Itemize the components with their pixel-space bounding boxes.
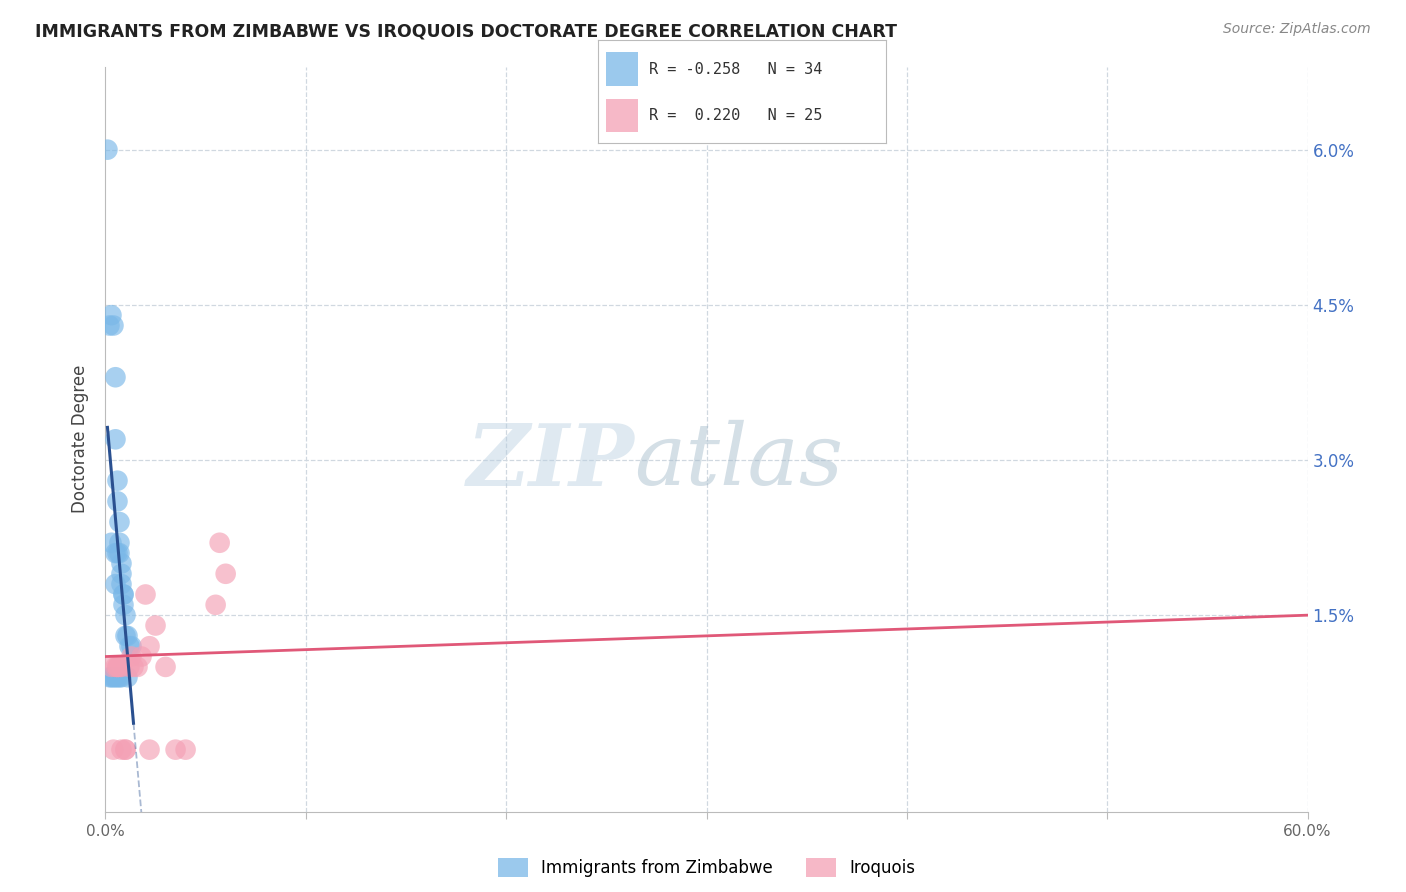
Point xyxy=(107,670,129,684)
Point xyxy=(108,515,131,529)
Point xyxy=(104,433,127,447)
Text: R =  0.220   N = 25: R = 0.220 N = 25 xyxy=(650,108,823,123)
Point xyxy=(112,598,135,612)
Point xyxy=(107,546,129,560)
Point xyxy=(104,670,127,684)
Text: R = -0.258   N = 34: R = -0.258 N = 34 xyxy=(650,62,823,77)
Point xyxy=(214,566,236,581)
Point xyxy=(104,546,127,560)
Point xyxy=(107,474,129,488)
Point xyxy=(131,649,153,664)
Point xyxy=(108,535,131,549)
Point xyxy=(107,660,129,674)
Point xyxy=(114,742,136,756)
Point xyxy=(204,598,226,612)
Point xyxy=(110,577,132,591)
Point xyxy=(98,318,121,333)
Point xyxy=(121,639,143,653)
Bar xyxy=(606,99,638,132)
Point xyxy=(121,649,143,664)
Point xyxy=(208,535,231,549)
Point xyxy=(107,494,129,508)
Point xyxy=(104,660,127,674)
Point xyxy=(110,566,132,581)
Point xyxy=(155,660,177,674)
Point xyxy=(108,546,131,560)
Point xyxy=(122,660,145,674)
Point xyxy=(107,660,129,674)
Point xyxy=(165,742,187,756)
Point xyxy=(100,660,122,674)
Y-axis label: Doctorate Degree: Doctorate Degree xyxy=(72,365,90,514)
Point xyxy=(174,742,197,756)
Point xyxy=(138,639,160,653)
Point xyxy=(110,742,132,756)
Bar xyxy=(606,53,638,87)
Point xyxy=(100,670,122,684)
Point xyxy=(114,742,136,756)
Point xyxy=(100,535,122,549)
Point xyxy=(117,629,139,643)
Point xyxy=(117,670,139,684)
Point xyxy=(103,670,125,684)
Point xyxy=(110,557,132,571)
Point xyxy=(96,143,118,157)
Point xyxy=(108,670,131,684)
Legend: Immigrants from Zimbabwe, Iroquois: Immigrants from Zimbabwe, Iroquois xyxy=(489,849,924,886)
Point xyxy=(110,660,132,674)
Point xyxy=(114,608,136,623)
Point xyxy=(135,587,157,601)
Point xyxy=(114,629,136,643)
Point xyxy=(145,618,167,632)
Point xyxy=(98,670,121,684)
Text: IMMIGRANTS FROM ZIMBABWE VS IROQUOIS DOCTORATE DEGREE CORRELATION CHART: IMMIGRANTS FROM ZIMBABWE VS IROQUOIS DOC… xyxy=(35,22,897,40)
Point xyxy=(103,742,125,756)
Text: ZIP: ZIP xyxy=(467,420,634,503)
Point xyxy=(118,660,141,674)
Text: atlas: atlas xyxy=(634,420,844,503)
Point xyxy=(118,639,141,653)
Point xyxy=(112,587,135,601)
Text: Source: ZipAtlas.com: Source: ZipAtlas.com xyxy=(1223,22,1371,37)
Point xyxy=(103,318,125,333)
Point xyxy=(100,308,122,322)
Point xyxy=(108,660,131,674)
Point xyxy=(104,577,127,591)
Point xyxy=(127,660,149,674)
Point xyxy=(110,670,132,684)
Point xyxy=(112,587,135,601)
Point xyxy=(138,742,160,756)
Point xyxy=(104,370,127,384)
